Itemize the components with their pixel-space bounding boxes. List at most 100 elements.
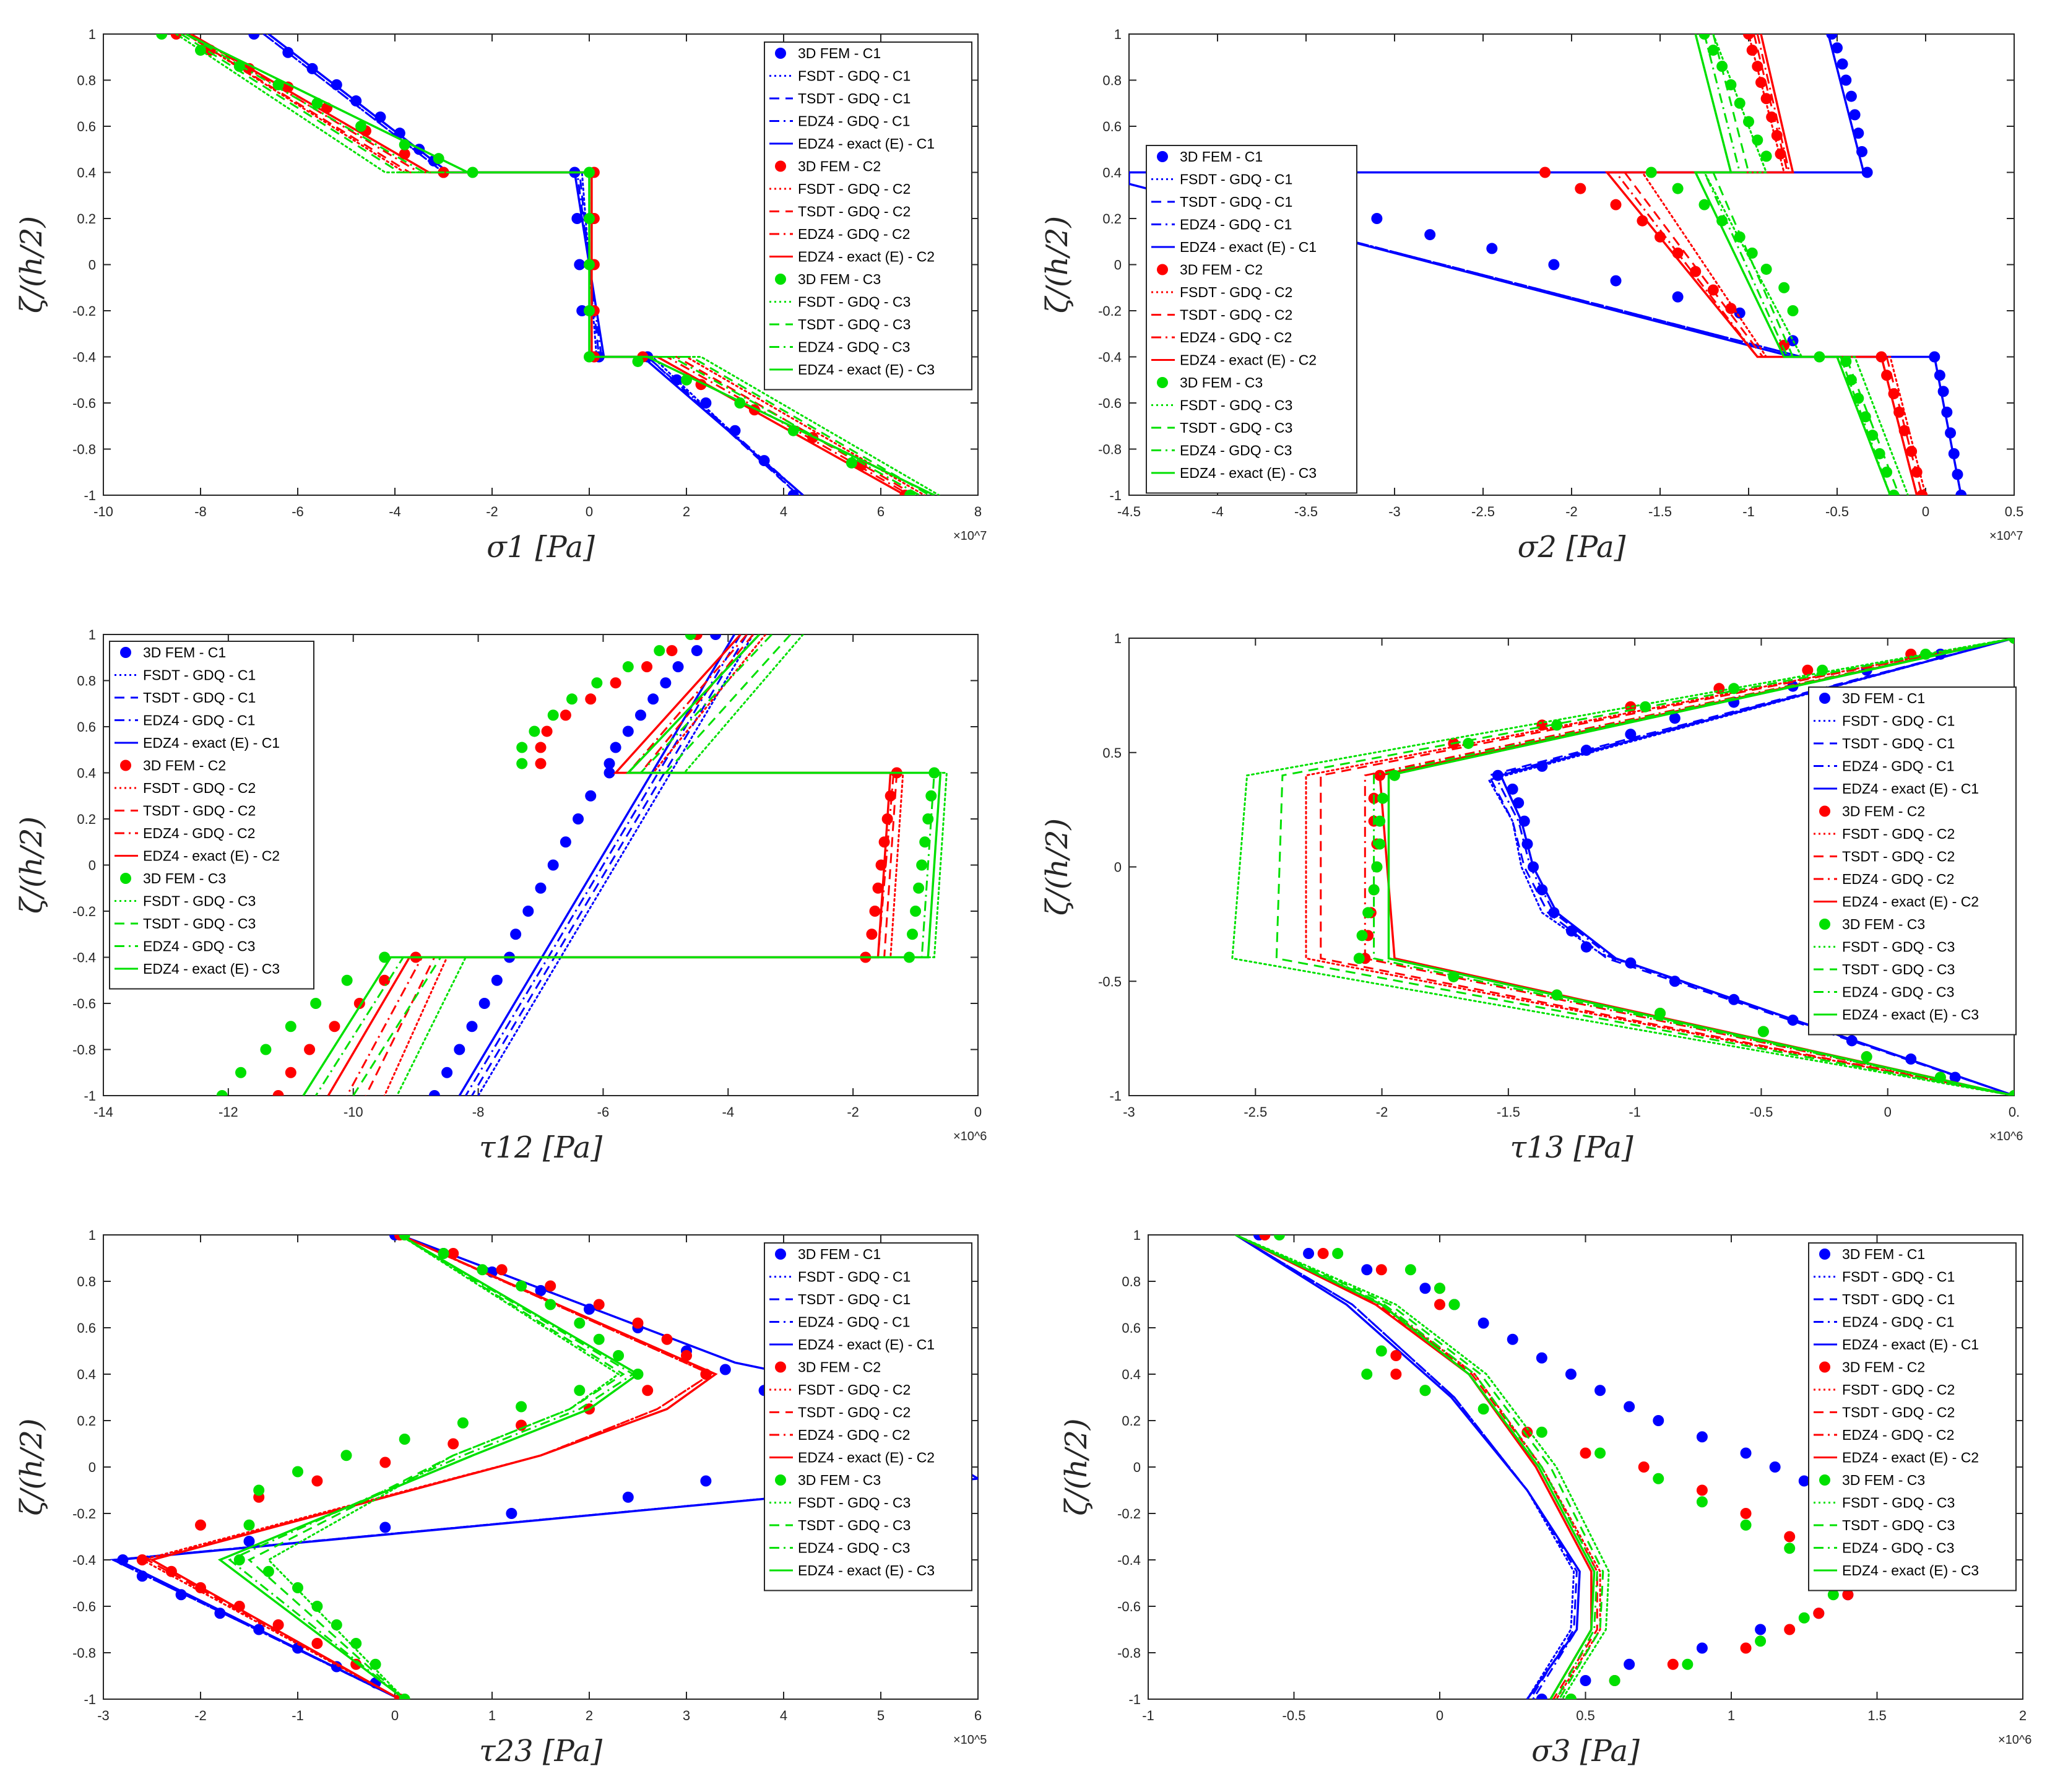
legend-entry: FSDT - GDQ - C3: [1842, 939, 1955, 955]
fem-marker: [545, 1280, 556, 1292]
fem-marker: [869, 906, 881, 917]
chart-panel-bottom-right: -1 -0.5 0 0.5 1 1.5 2 -1 -0.8 -0.6 -0.4 -0.2 0 0.2 0.4…: [1059, 1227, 2031, 1768]
fem-marker: [477, 1264, 488, 1276]
legend-entry: EDZ4 - GDQ - C2: [798, 1427, 910, 1443]
fem-marker: [622, 1491, 634, 1503]
fem-marker: [1778, 282, 1790, 293]
chart-panel-top-right: -4.5 -4 -3.5 -3 -2.5 -2 -1.5 -1 -0.5 0 0.5 -1 -0.8 -0…: [1040, 27, 2023, 565]
y-tick-label: 0.2: [77, 211, 96, 227]
series-line: [144, 1235, 713, 1699]
series-line: [1129, 34, 1962, 495]
x-tick-label: 0: [1922, 504, 1929, 519]
x-tick-label: -1: [1629, 1104, 1641, 1120]
fem-marker: [535, 882, 547, 894]
y-tick-label: 1: [1114, 631, 1122, 646]
y-tick-label: -0.6: [1098, 396, 1122, 411]
legend-entry: TSDT - GDQ - C1: [143, 690, 256, 706]
y-tick-label: -1: [1109, 1088, 1122, 1104]
y-tick-label: -0.4: [1117, 1552, 1141, 1568]
fem-marker: [341, 974, 353, 986]
legend-entry: TSDT - GDQ - C2: [143, 803, 256, 819]
legend-marker: [120, 647, 131, 658]
x-tick-label: -6: [597, 1104, 610, 1120]
fem-marker: [685, 634, 696, 640]
legend-entry: FSDT - GDQ - C1: [1842, 713, 1955, 729]
fem-marker: [1771, 129, 1783, 141]
legend-entry: FSDT - GDQ - C2: [1842, 1382, 1955, 1398]
legend-entry: FSDT - GDQ - C2: [143, 780, 256, 796]
fem-marker: [535, 758, 547, 769]
fem-marker: [466, 1021, 478, 1032]
fem-marker: [428, 1090, 440, 1096]
fem-marker: [560, 836, 571, 848]
fem-marker: [1734, 307, 1746, 319]
y-tick-label: 0.8: [1122, 1274, 1141, 1289]
fem-marker: [156, 34, 168, 40]
fem-marker: [641, 661, 653, 673]
series-line: [1622, 34, 1923, 495]
fem-marker: [910, 906, 922, 917]
legend-entry: 3D FEM - C2: [798, 158, 881, 175]
fem-marker: [379, 1457, 391, 1468]
fem-marker: [1303, 1248, 1315, 1259]
x-tick-label: -4: [722, 1104, 735, 1120]
series-group: [216, 634, 948, 1096]
y-tick-label: -0.8: [72, 1645, 96, 1661]
fem-marker: [1404, 1264, 1416, 1276]
fem-marker: [535, 742, 547, 753]
y-tick-label: -0.6: [72, 396, 96, 411]
legend-entry: FSDT - GDQ - C3: [798, 1495, 911, 1511]
legend-marker: [775, 1474, 786, 1486]
fem-marker: [355, 121, 367, 132]
y-tick-label: 1: [1114, 27, 1122, 42]
y-axis-label: ζ/(h/2): [14, 216, 49, 313]
fem-marker: [1690, 266, 1702, 277]
fem-marker: [593, 1333, 605, 1345]
legend-entry: EDZ4 - exact (E) - C3: [798, 361, 935, 378]
fem-marker: [547, 709, 559, 721]
fem-marker: [522, 906, 534, 917]
fem-marker: [1859, 411, 1871, 423]
fem-marker: [622, 661, 634, 673]
fem-marker: [1374, 815, 1386, 827]
fem-marker: [632, 355, 644, 367]
fem-marker: [1672, 183, 1684, 194]
legend-marker: [1819, 693, 1830, 704]
legend-entry: FSDT - GDQ - C2: [1842, 826, 1955, 842]
y-tick-label: 0.4: [77, 766, 96, 781]
legend-entry: EDZ4 - GDQ - C1: [1180, 217, 1292, 233]
x-tick-label: -10: [93, 504, 113, 519]
legend-entry: EDZ4 - GDQ - C3: [798, 1540, 910, 1556]
fem-marker: [1707, 45, 1719, 56]
fem-marker: [379, 951, 391, 963]
series-line: [1235, 1235, 1581, 1699]
series-group: [1234, 1235, 1868, 1699]
series-line: [1499, 638, 2014, 1096]
fem-marker: [1448, 1299, 1460, 1310]
fem-marker: [604, 758, 615, 769]
fem-marker: [571, 213, 583, 224]
y-tick-label: -0.4: [1098, 350, 1122, 365]
fem-marker: [195, 1519, 206, 1531]
y-tick-label: -0.8: [72, 1042, 96, 1058]
legend-marker: [775, 160, 786, 172]
y-tick-label: -0.6: [72, 1599, 96, 1614]
legend-entry: 3D FEM - C1: [1180, 149, 1263, 165]
x-tick-label: -2: [194, 1708, 207, 1723]
series-line: [184, 34, 926, 495]
legend-entry: EDZ4 - GDQ - C2: [1180, 329, 1292, 345]
series-line: [465, 634, 742, 1096]
x-tick-label: -2: [1376, 1104, 1388, 1120]
fem-marker: [654, 645, 665, 657]
legend-entry: EDZ4 - exact (E) - C2: [143, 848, 280, 864]
fem-marker: [374, 111, 386, 123]
x-axis-exponent: ×10^6: [1989, 1130, 2023, 1143]
legend-entry: FSDT - GDQ - C1: [1180, 171, 1292, 188]
fem-marker: [1375, 1264, 1387, 1276]
x-tick-label: -4: [1211, 504, 1224, 519]
legend-entry: 3D FEM - C2: [1842, 1359, 1925, 1375]
fem-marker: [1609, 1675, 1620, 1686]
fem-marker: [272, 79, 284, 90]
legend-entry: EDZ4 - GDQ - C2: [143, 825, 255, 841]
legend: 3D FEM - C1 FSDT - GDQ - C1 TSDT - GDQ - C…: [1146, 145, 1357, 494]
